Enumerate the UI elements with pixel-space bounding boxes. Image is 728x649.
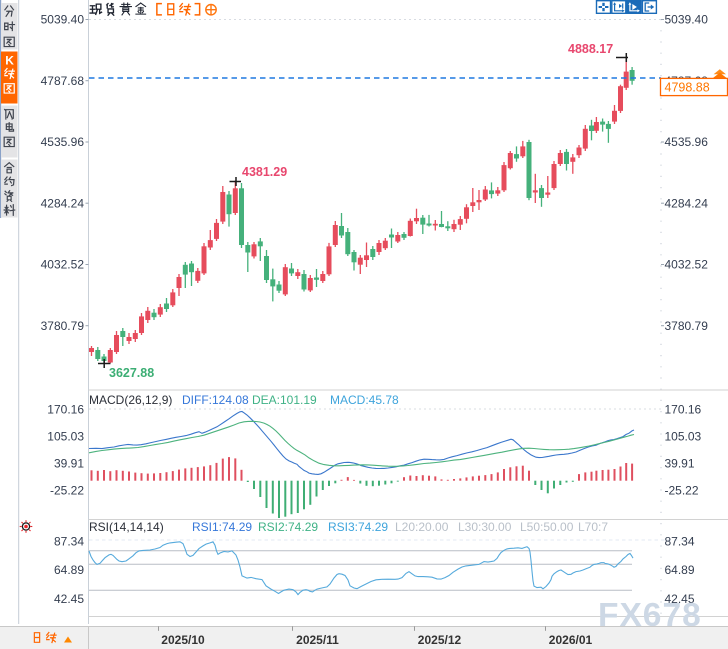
svg-text:42.45: 42.45 [665, 592, 695, 606]
svg-text:4798.88: 4798.88 [665, 81, 710, 95]
svg-text:RSI1:74.29: RSI1:74.29 [192, 520, 252, 534]
svg-text:105.03: 105.03 [47, 430, 84, 444]
svg-text:MACD:45.78: MACD:45.78 [330, 393, 399, 407]
svg-text:DIFF:124.08: DIFF:124.08 [182, 393, 249, 407]
svg-text:-25.22: -25.22 [665, 483, 699, 497]
svg-text:4787.68: 4787.68 [41, 74, 85, 88]
svg-text:5039.40: 5039.40 [665, 13, 709, 27]
svg-text:64.89: 64.89 [665, 563, 695, 577]
svg-text:2025/11: 2025/11 [296, 633, 339, 647]
svg-text:4381.29: 4381.29 [242, 165, 287, 179]
svg-text:RSI(14,14,14): RSI(14,14,14) [89, 520, 164, 534]
svg-text:MACD(26,12,9): MACD(26,12,9) [89, 393, 172, 407]
svg-text:3627.88: 3627.88 [109, 366, 154, 380]
svg-text:64.89: 64.89 [54, 563, 84, 577]
svg-text:2025/12: 2025/12 [418, 633, 462, 647]
svg-text:42.45: 42.45 [54, 592, 84, 606]
svg-text:87.34: 87.34 [665, 534, 695, 548]
svg-text:4535.96: 4535.96 [665, 135, 709, 149]
svg-text:L30:30.00: L30:30.00 [458, 520, 512, 534]
svg-text:RSI2:74.29: RSI2:74.29 [258, 520, 318, 534]
svg-text:4032.52: 4032.52 [41, 258, 85, 272]
svg-text:4284.24: 4284.24 [665, 196, 709, 210]
svg-text:L50:50.00: L50:50.00 [520, 520, 574, 534]
svg-text:L20:20.00: L20:20.00 [395, 520, 449, 534]
svg-text:4284.24: 4284.24 [41, 196, 85, 210]
svg-text:3780.79: 3780.79 [665, 319, 709, 333]
svg-text:4032.52: 4032.52 [665, 258, 709, 272]
svg-text:-25.22: -25.22 [50, 483, 84, 497]
svg-text:K: K [5, 54, 14, 68]
svg-text:4888.17: 4888.17 [568, 42, 613, 56]
svg-text:2025/10: 2025/10 [161, 633, 205, 647]
svg-text:170.16: 170.16 [47, 402, 84, 416]
svg-text:4535.96: 4535.96 [41, 135, 85, 149]
svg-text:170.16: 170.16 [665, 402, 702, 416]
svg-text:105.03: 105.03 [665, 430, 702, 444]
svg-text:RSI3:74.29: RSI3:74.29 [328, 520, 388, 534]
svg-text:39.91: 39.91 [665, 456, 695, 470]
svg-text:DEA:101.19: DEA:101.19 [252, 393, 317, 407]
svg-text:3780.79: 3780.79 [41, 319, 85, 333]
svg-text:5039.40: 5039.40 [41, 13, 85, 27]
svg-text:2026/01: 2026/01 [549, 633, 593, 647]
svg-text:39.91: 39.91 [54, 456, 84, 470]
svg-text:L70:7: L70:7 [578, 520, 608, 534]
svg-text:87.34: 87.34 [54, 534, 84, 548]
